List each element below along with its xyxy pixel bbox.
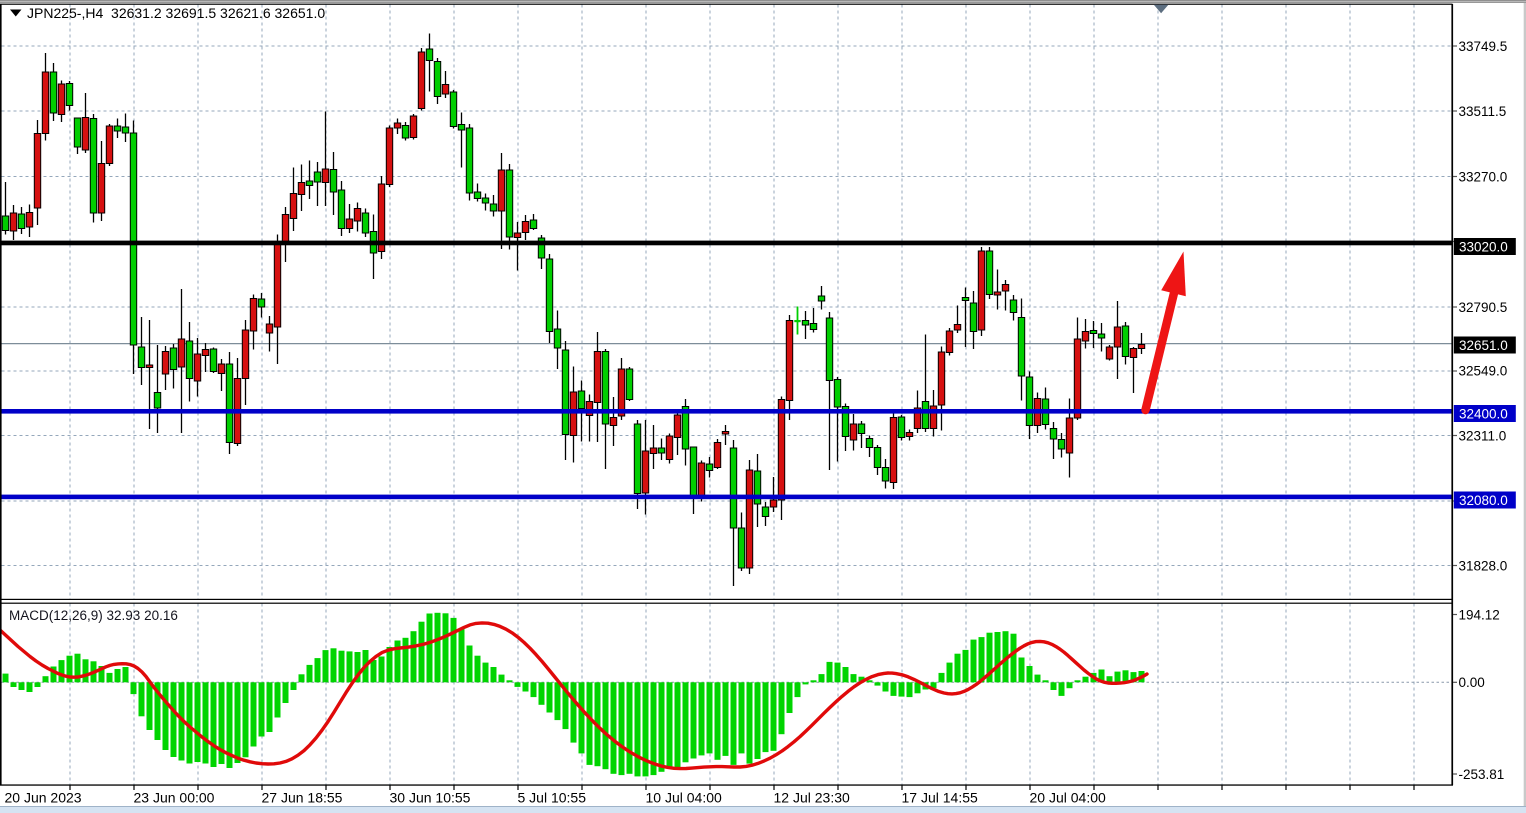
svg-text:33511.5: 33511.5 bbox=[1459, 104, 1507, 119]
svg-text:32400.0: 32400.0 bbox=[1459, 406, 1508, 421]
svg-text:MACD(12,26,9) 32.93 20.16: MACD(12,26,9) 32.93 20.16 bbox=[9, 608, 178, 623]
svg-text:32790.5: 32790.5 bbox=[1459, 300, 1508, 315]
svg-text:32651.0: 32651.0 bbox=[1459, 338, 1508, 353]
svg-text:20 Jun 2023: 20 Jun 2023 bbox=[5, 790, 82, 806]
svg-text:0.00: 0.00 bbox=[1459, 675, 1485, 690]
svg-text:194.12: 194.12 bbox=[1459, 607, 1500, 622]
svg-text:30 Jun 10:55: 30 Jun 10:55 bbox=[390, 790, 471, 806]
svg-text:33270.0: 33270.0 bbox=[1459, 169, 1508, 184]
svg-text:-253.81: -253.81 bbox=[1459, 767, 1505, 782]
svg-text:10 Jul 04:00: 10 Jul 04:00 bbox=[646, 790, 722, 806]
svg-text:JPN225-,H4 32631.2 32691.5 32: JPN225-,H4 32631.2 32691.5 32621.6 32651… bbox=[27, 5, 325, 21]
svg-text:17 Jul 14:55: 17 Jul 14:55 bbox=[902, 790, 978, 806]
svg-text:27 Jun 18:55: 27 Jun 18:55 bbox=[262, 790, 343, 806]
svg-text:5 Jul 10:55: 5 Jul 10:55 bbox=[518, 790, 587, 806]
svg-text:12 Jul 23:30: 12 Jul 23:30 bbox=[774, 790, 850, 806]
svg-text:33749.5: 33749.5 bbox=[1459, 39, 1508, 54]
svg-text:31828.0: 31828.0 bbox=[1459, 558, 1508, 573]
svg-text:20 Jul 04:00: 20 Jul 04:00 bbox=[1030, 790, 1106, 806]
svg-text:32549.0: 32549.0 bbox=[1459, 363, 1508, 378]
svg-text:32311.0: 32311.0 bbox=[1459, 428, 1507, 443]
svg-text:23 Jun 00:00: 23 Jun 00:00 bbox=[134, 790, 215, 806]
svg-text:33020.0: 33020.0 bbox=[1459, 239, 1508, 254]
svg-text:32080.0: 32080.0 bbox=[1459, 493, 1508, 508]
